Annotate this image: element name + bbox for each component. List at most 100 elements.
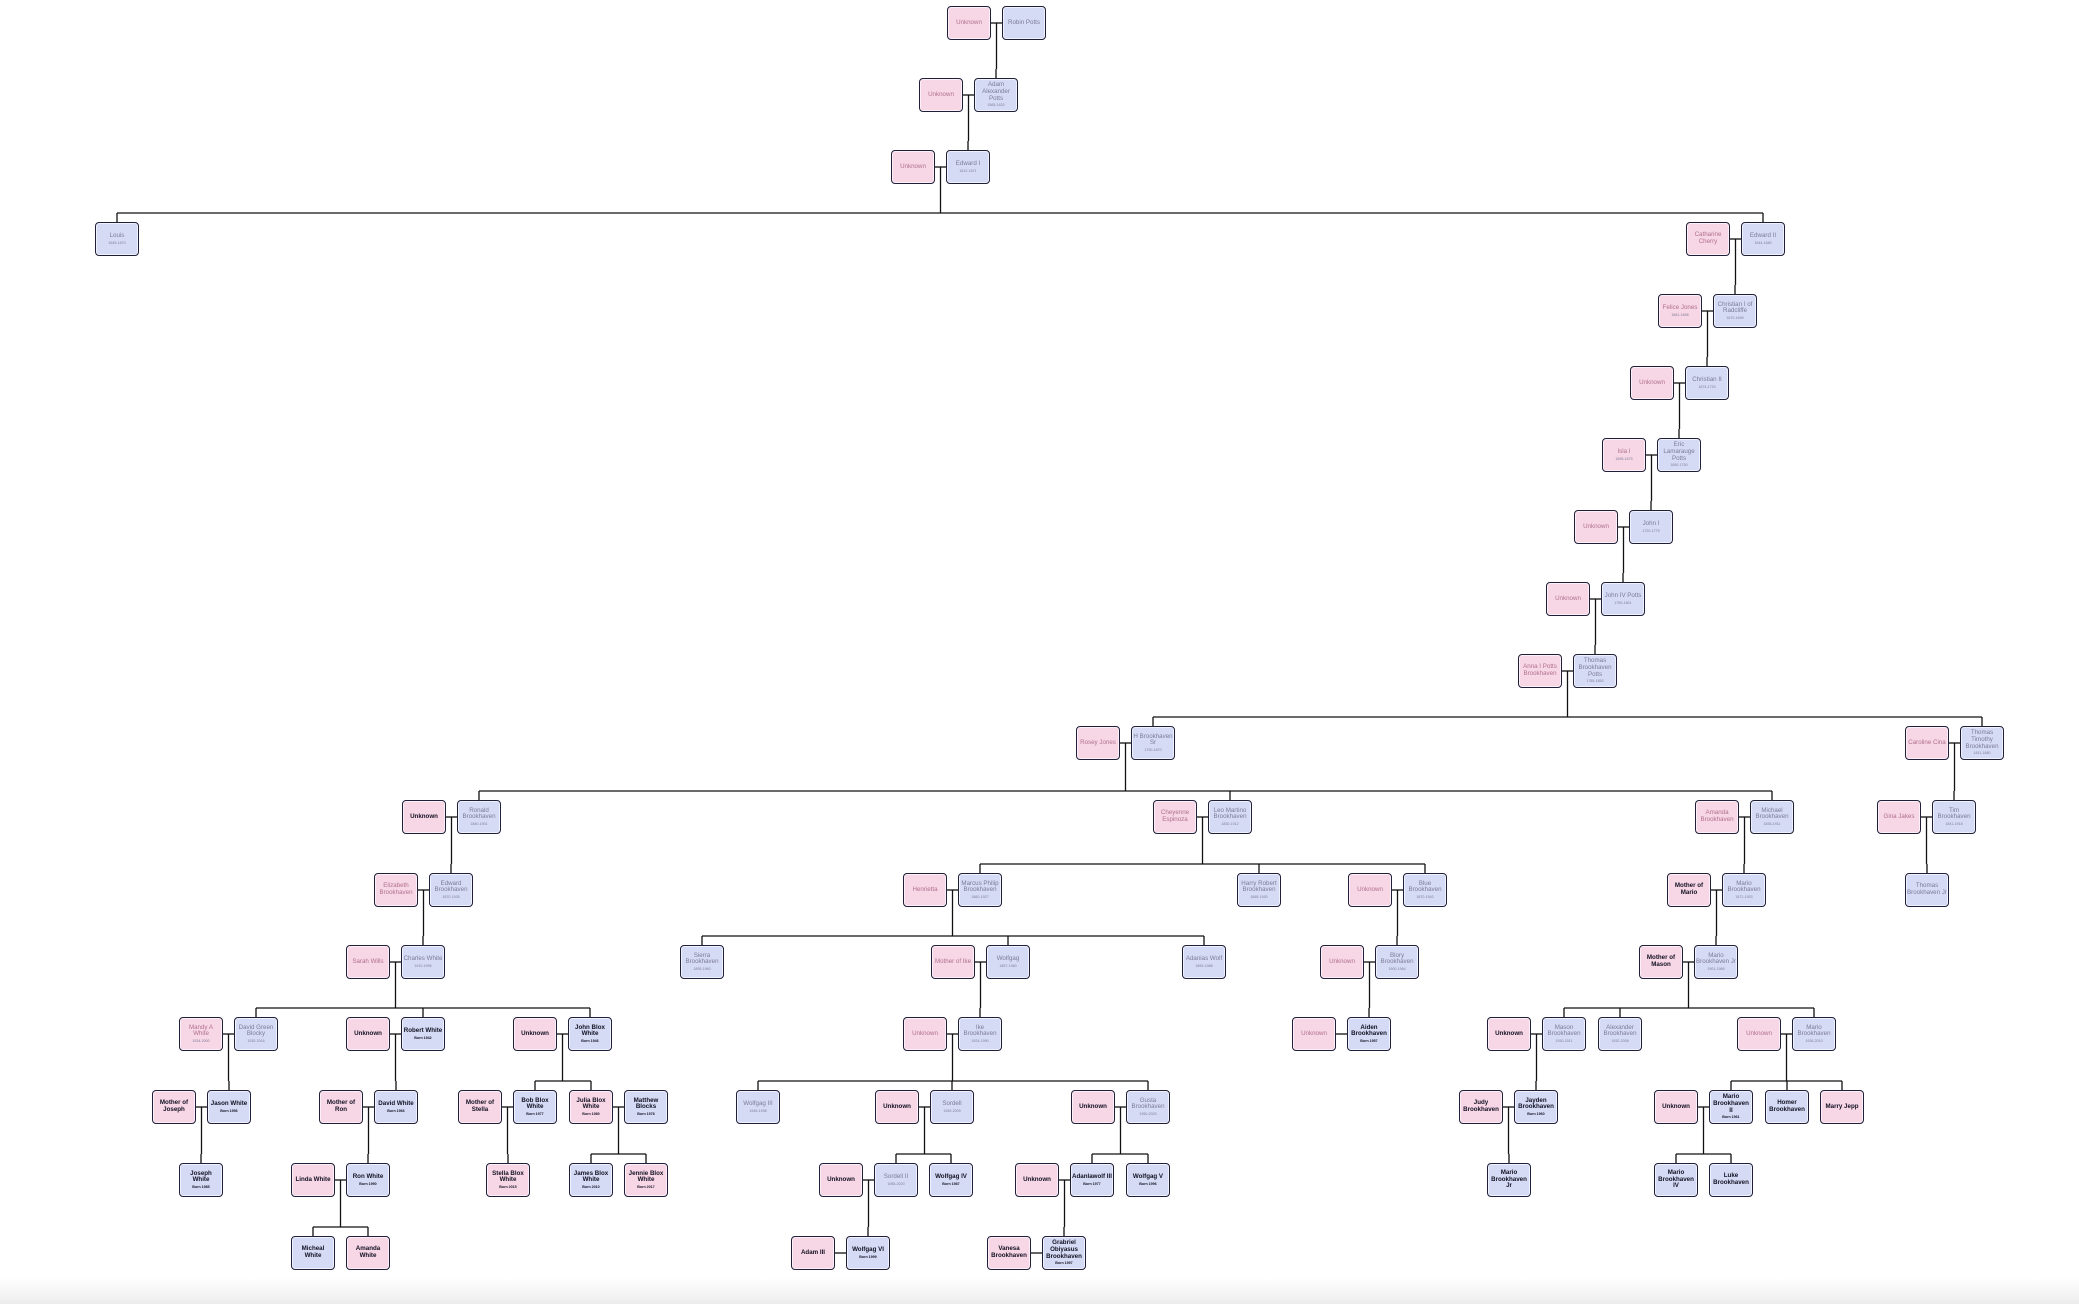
male-person-card[interactable]: Christian I of Radcliffe 1670-1699 [1713, 294, 1757, 328]
female-person-card[interactable]: Mother of Ron [319, 1090, 363, 1124]
male-person-card[interactable]: Jason White Born 1956 [207, 1090, 251, 1124]
male-person-card[interactable]: Ronald Brookhaven 1840-1901 [457, 800, 501, 834]
female-person-card[interactable]: Linda White [291, 1163, 335, 1197]
male-person-card[interactable]: Tim Brookhaven 1841-1918 [1932, 800, 1976, 834]
male-person-card[interactable]: David White Born 1966 [374, 1090, 418, 1124]
male-person-card[interactable]: Aiden Brookhaven Born 1957 [1347, 1017, 1391, 1051]
male-person-card[interactable]: Charles White 1910-1995 [401, 945, 445, 979]
male-person-card[interactable]: Ron White Born 1990 [346, 1163, 390, 1197]
female-person-card[interactable]: Unknown [346, 1017, 390, 1051]
male-person-card[interactable]: Mario Brookhaven 1871-1933 [1722, 873, 1766, 907]
male-person-card[interactable]: Mario Brookhaven 1936-2010 [1792, 1017, 1836, 1051]
female-person-card[interactable]: Cheyenne Espinoza [1153, 800, 1197, 834]
male-person-card[interactable]: Michael Brookhaven 1836-1911 [1750, 800, 1794, 834]
male-person-card[interactable]: Robin Potts [1002, 6, 1046, 40]
male-person-card[interactable]: Robert White Born 1942 [401, 1017, 445, 1051]
male-person-card[interactable]: Harry Robert Brookhaven 1865-1930 [1237, 873, 1281, 907]
female-person-card[interactable]: Unknown [1487, 1017, 1531, 1051]
male-person-card[interactable]: Marcus Philip Brookhaven 1860-1927 [958, 873, 1002, 907]
female-person-card[interactable]: Unknown [1348, 873, 1392, 907]
female-person-card[interactable]: Catharine Cherry [1686, 222, 1730, 256]
female-person-card[interactable]: Unknown [1574, 510, 1618, 544]
male-person-card[interactable]: Wolfgag IV Born 1987 [929, 1163, 973, 1197]
male-person-card[interactable]: Sordell 1949-2009 [930, 1090, 974, 1124]
male-person-card[interactable]: Sordell II 1985-2020 [874, 1163, 918, 1197]
male-person-card[interactable]: Bob Blox White Born 1977 [513, 1090, 557, 1124]
female-person-card[interactable]: Stella Blox White Born 2015 [486, 1163, 530, 1197]
male-person-card[interactable]: Joseph White Born 1985 [179, 1163, 223, 1197]
female-person-card[interactable]: Unknown [513, 1017, 557, 1051]
female-person-card[interactable]: Unknown [1320, 945, 1364, 979]
male-person-card[interactable]: Christian II 1674-1720 [1685, 366, 1729, 400]
male-person-card[interactable]: Mario Brookhaven IV [1654, 1163, 1698, 1197]
female-person-card[interactable]: Rosey Jones [1076, 726, 1120, 760]
male-person-card[interactable]: Mario Brookhaven Jr 1901-1965 [1694, 945, 1738, 979]
male-person-card[interactable]: Ike Brookhaven 1924-1990 [958, 1017, 1002, 1051]
female-person-card[interactable]: Julia Blox White Born 1980 [569, 1090, 613, 1124]
female-person-card[interactable]: Isla I 1695-1675 [1602, 438, 1646, 472]
female-person-card[interactable]: Unknown [1546, 582, 1590, 616]
female-person-card[interactable]: Unknown [891, 150, 935, 184]
female-person-card[interactable]: Mother of Mario [1667, 873, 1711, 907]
female-person-card[interactable]: Mandy A White 1934-2000 [179, 1017, 223, 1051]
female-person-card[interactable]: Adam III [791, 1236, 835, 1270]
female-person-card[interactable]: Unknown [1630, 366, 1674, 400]
male-person-card[interactable]: Grabriel Obiyasus Brookhaven Born 1997 [1042, 1236, 1086, 1270]
male-person-card[interactable]: Adam Alexander Potts 1565-1620 [974, 78, 1018, 112]
female-person-card[interactable]: Vanesa Brookhaven [987, 1236, 1031, 1270]
male-person-card[interactable]: Mario Brookhaven Jr [1487, 1163, 1531, 1197]
female-person-card[interactable]: Elizabeth Brookhaven [374, 873, 418, 907]
male-person-card[interactable]: Eric Lamarauge Potts 1690-1750 [1657, 438, 1701, 472]
male-person-card[interactable]: David Green Blocky 1935-2016 [234, 1017, 278, 1051]
female-person-card[interactable]: Mother of Mason [1639, 945, 1683, 979]
male-person-card[interactable]: John IV Potts 1750-1801 [1601, 582, 1645, 616]
male-person-card[interactable]: Edward I 1612-1671 [946, 150, 990, 184]
female-person-card[interactable]: Unknown [947, 6, 991, 40]
female-person-card[interactable]: Unknown [819, 1163, 863, 1197]
female-person-card[interactable]: Judy Brookhaven [1459, 1090, 1503, 1124]
male-person-card[interactable]: Thomas Timothy Brookhaven 1811-1880 [1960, 726, 2004, 760]
female-person-card[interactable]: Unknown [1654, 1090, 1698, 1124]
female-person-card[interactable]: Mother of Ike [931, 945, 975, 979]
female-person-card[interactable]: Gina Jakes [1877, 800, 1921, 834]
male-person-card[interactable]: Leo Martino Brookhaven 1830-1912 [1208, 800, 1252, 834]
male-person-card[interactable]: Louis 1645-1670 [95, 222, 139, 256]
male-person-card[interactable]: Edward II 1644-1680 [1741, 222, 1785, 256]
male-person-card[interactable]: Mario Brookhaven II Born 1961 [1709, 1090, 1753, 1124]
male-person-card[interactable]: Edward Brookhaven 1870-1935 [429, 873, 473, 907]
male-person-card[interactable]: H Brookhaven Sr 1790-1870 [1131, 726, 1175, 760]
female-person-card[interactable]: Jennie Blox White Born 2017 [624, 1163, 668, 1197]
female-person-card[interactable]: Felice Jones 1661-1698 [1658, 294, 1702, 328]
male-person-card[interactable]: Matthew Blocks Born 1978 [624, 1090, 668, 1124]
male-person-card[interactable]: Thomas Brookhaven Potts 1785-1853 [1573, 654, 1617, 688]
female-person-card[interactable]: Unknown [1737, 1017, 1781, 1051]
male-person-card[interactable]: Wolfgag V Born 1996 [1126, 1163, 1170, 1197]
male-person-card[interactable]: Homer Brookhaven [1765, 1090, 1809, 1124]
female-person-card[interactable]: Unknown [1071, 1090, 1115, 1124]
male-person-card[interactable]: Wolfgag 1897-1980 [986, 945, 1030, 979]
female-person-card[interactable]: Unknown [919, 78, 963, 112]
female-person-card[interactable]: Sarah Wills [346, 945, 390, 979]
male-person-card[interactable]: Jayden Brookhaven Born 1960 [1514, 1090, 1558, 1124]
male-person-card[interactable]: Luke Brookhaven [1709, 1163, 1753, 1197]
male-person-card[interactable]: Micheal White [291, 1236, 335, 1270]
male-person-card[interactable]: Gusta Brookhaven 1950-2020 [1126, 1090, 1170, 1124]
female-person-card[interactable]: Amanda Brookhaven [1695, 800, 1739, 834]
female-person-card[interactable]: Mother of Stella [458, 1090, 502, 1124]
female-person-card[interactable]: Anna I Potts Brookhaven [1518, 654, 1562, 688]
female-person-card[interactable]: Mother of Joseph [152, 1090, 196, 1124]
female-person-card[interactable]: Unknown [402, 800, 446, 834]
male-person-card[interactable]: James Blox White Born 2010 [569, 1163, 613, 1197]
female-person-card[interactable]: Unknown [1015, 1163, 1059, 1197]
male-person-card[interactable]: Sierra Brookhaven 1895-1960 [680, 945, 724, 979]
female-person-card[interactable]: Amanda White [346, 1236, 390, 1270]
female-person-card[interactable]: Unknown [903, 1017, 947, 1051]
male-person-card[interactable]: John I 1720-1775 [1629, 510, 1673, 544]
male-person-card[interactable]: Adanlawolf III Born 1977 [1070, 1163, 1114, 1197]
male-person-card[interactable]: Blory Brookhaven 1900-1964 [1375, 945, 1419, 979]
female-person-card[interactable]: Unknown [875, 1090, 919, 1124]
female-person-card[interactable]: Caroline Cina [1905, 726, 1949, 760]
male-person-card[interactable]: Blue Brookhaven 1870-1942 [1403, 873, 1447, 907]
male-person-card[interactable]: Wolfgag III 1945-1998 [736, 1090, 780, 1124]
female-person-card[interactable]: Henrietta [903, 873, 947, 907]
